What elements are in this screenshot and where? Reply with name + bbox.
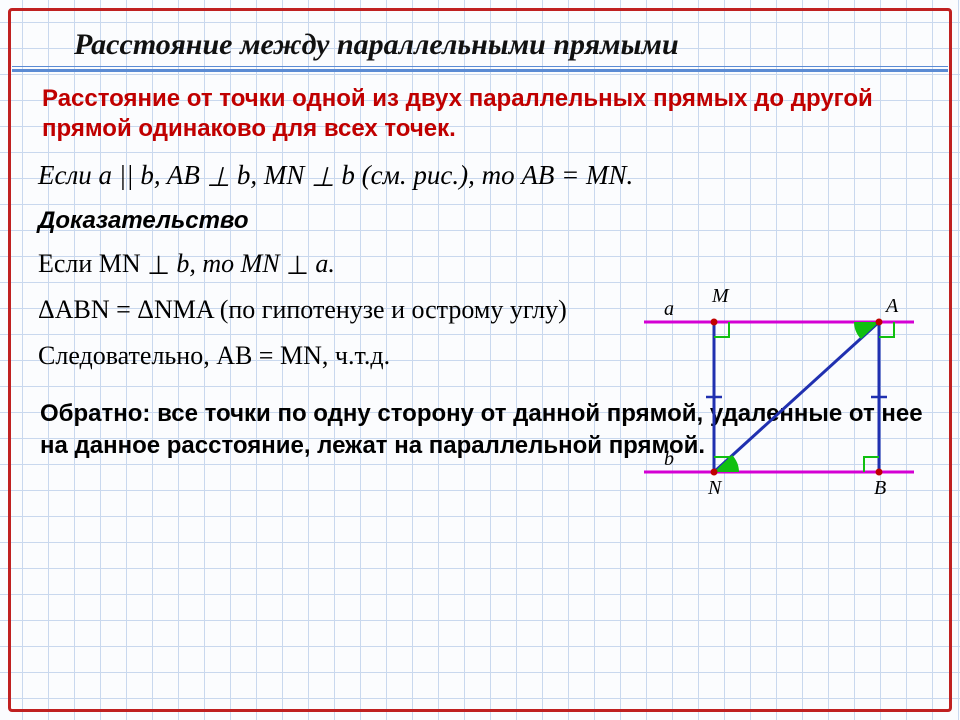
theorem-text-1: Если a || b, AB [38,160,207,190]
perp-symbol: ⊥ [311,162,335,192]
geometry-diagram: M A N B a b [624,282,924,512]
label-m: M [711,285,730,307]
theorem-text-2: b, MN [230,160,311,190]
slide-content: Расстояние между параллельными прямыми Р… [12,12,948,708]
theorem-line: Если a || b, AB ⊥ b, MN ⊥ b (см. рис.), … [38,158,926,193]
proof-block: Если MN ⊥ b, то MN ⊥ a. ΔABN = ΔNMA (по … [34,247,614,372]
perp-symbol: ⊥ [147,250,170,280]
perp-symbol: ⊥ [207,162,231,192]
label-line-b: b [664,448,674,470]
theorem-text-3: b (см. рис.), то AB = MN. [335,160,634,190]
point-n [711,469,718,476]
point-b [876,469,883,476]
proof1-c: a. [309,249,335,278]
point-a [876,319,883,326]
label-b-pt: B [874,477,886,499]
proof-line-3: Следовательно, AB = MN, ч.т.д. [38,339,610,373]
perp-symbol: ⊥ [286,250,309,280]
main-statement: Расстояние от точки одной из двух паралл… [42,84,922,144]
label-a-pt: A [884,295,899,317]
point-m [711,319,718,326]
proof1-a: Если MN [38,249,147,278]
angle-a [854,322,879,339]
page-title: Расстояние между параллельными прямыми [74,28,930,62]
diagonal-na [714,322,879,472]
label-n: N [707,477,723,499]
proof1-b: b, то MN [170,249,286,278]
t: Если MN [38,249,147,278]
proof-line-2: ΔABN = ΔNMA (по гипотенузе и острому угл… [38,293,610,327]
proof-line-1: Если MN ⊥ b, то MN ⊥ a. [38,247,610,281]
label-line-a: a [664,298,674,320]
proof-heading: Доказательство [38,207,926,235]
